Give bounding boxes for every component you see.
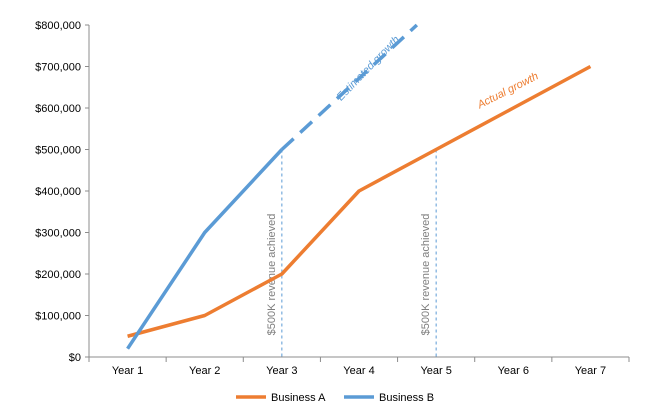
y-tick-label: $100,000 xyxy=(35,311,81,323)
x-axis: Year 1 Year 2 Year 3 Year 4 Year 5 Year 6 Year… xyxy=(88,356,630,377)
legend: Business A Business B xyxy=(236,392,434,404)
y-tick-label: $500,000 xyxy=(35,145,81,157)
x-tick-label: Year 4 xyxy=(343,365,374,377)
x-tick-label: Year 1 xyxy=(112,365,143,377)
y-axis: $0 $100,000 $200,000 $300,000 $400,000 $500,0… xyxy=(35,20,90,364)
series-line-business-a xyxy=(127,64,592,338)
y-tick-label: $200,000 xyxy=(35,269,81,281)
x-tick-label: Year 2 xyxy=(189,365,220,377)
series-projection-business-b xyxy=(280,23,419,151)
legend-label: Business B xyxy=(379,392,434,404)
annotations: Estimated growth Actual growth xyxy=(335,34,541,112)
legend-label: Business A xyxy=(271,392,326,404)
x-tick-label: Year 6 xyxy=(498,365,529,377)
y-tick-label: $400,000 xyxy=(35,186,81,198)
y-tick-label: $800,000 xyxy=(35,20,81,32)
annotation-label: Actual growth xyxy=(475,70,541,111)
reference-label: $500K revenue achieved xyxy=(266,214,278,336)
reference-label: $500K revenue achieved xyxy=(420,214,432,336)
y-tick-label: $600,000 xyxy=(35,103,81,115)
reference-lines: $500K revenue achieved $500K revenue achi… xyxy=(266,149,437,357)
x-tick-label: Year 5 xyxy=(420,365,451,377)
y-tick-label: $300,000 xyxy=(35,228,81,240)
y-tick-label: $700,000 xyxy=(35,62,81,74)
x-tick-label: Year 3 xyxy=(266,365,297,377)
annotation-label: Estimated growth xyxy=(335,34,403,103)
x-tick-label: Year 7 xyxy=(575,365,606,377)
series-line-business-b xyxy=(126,148,284,350)
y-tick-label: $0 xyxy=(69,352,81,364)
series-lines xyxy=(126,23,592,350)
